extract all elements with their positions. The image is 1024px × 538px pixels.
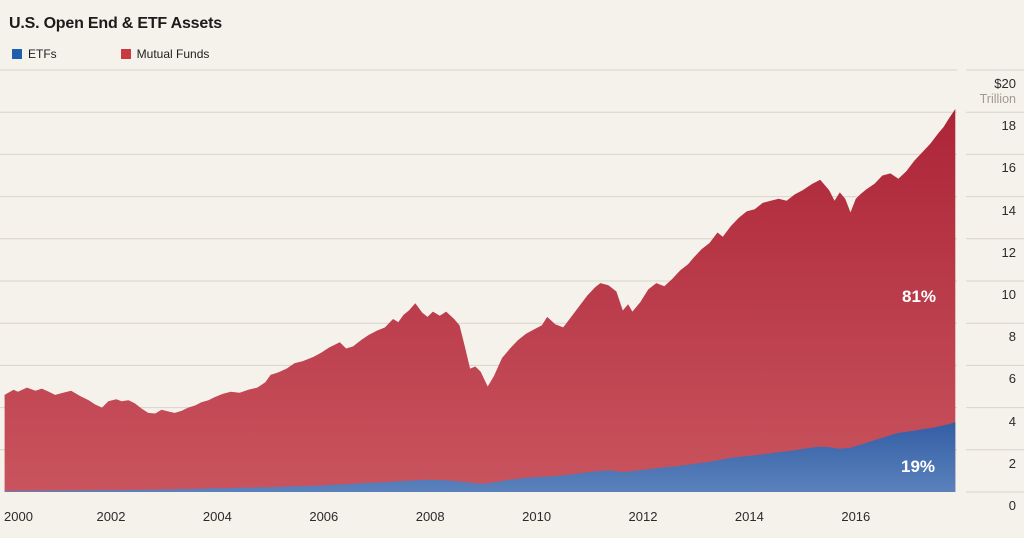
y-tick-label: 4 <box>1008 413 1016 429</box>
x-tick-label: 2004 <box>202 509 232 524</box>
y-tick-label: 18 <box>1001 118 1016 134</box>
legend-item-mutual-funds: Mutual Funds <box>120 47 210 61</box>
y-tick-label: 10 <box>1001 287 1016 302</box>
x-tick-label: 2008 <box>415 509 445 524</box>
x-tick-label: 2014 <box>734 509 764 524</box>
mutual-funds-swatch-icon <box>120 49 131 59</box>
x-tick-label: 2006 <box>309 509 339 524</box>
y-tick-label: 6 <box>1008 371 1016 387</box>
etfs-share-label: 19% <box>901 457 936 476</box>
x-tick-label: 2016 <box>841 509 871 524</box>
chart-title: U.S. Open End & ETF Assets <box>9 15 222 32</box>
y-axis-top-label: $20 <box>994 76 1016 91</box>
x-tick-label: 2000 <box>4 509 33 524</box>
y-tick-label: 2 <box>1008 455 1016 471</box>
x-tick-label: 2010 <box>522 509 552 524</box>
y-tick-label: 12 <box>1001 244 1016 260</box>
y-tick-label: 0 <box>1008 498 1016 513</box>
legend-item-etfs: ETFs <box>12 47 57 61</box>
x-tick-label: 2012 <box>628 509 658 524</box>
etfs-swatch-icon <box>12 49 22 59</box>
mutual-funds-area <box>4 109 956 492</box>
y-tick-label: 14 <box>1001 202 1016 218</box>
legend-label-mutual-funds: Mutual Funds <box>136 47 210 61</box>
mutual-funds-share-label: 81% <box>902 287 937 306</box>
legend-label-etfs: ETFs <box>28 47 57 61</box>
x-tick-label: 2002 <box>96 509 126 524</box>
y-axis-unit-label: Trillion <box>979 92 1016 106</box>
etfs-area <box>4 422 956 492</box>
y-tick-label: 16 <box>1001 160 1016 176</box>
y-tick-label: 8 <box>1008 329 1016 345</box>
legend: ETFs Mutual Funds <box>12 47 209 61</box>
